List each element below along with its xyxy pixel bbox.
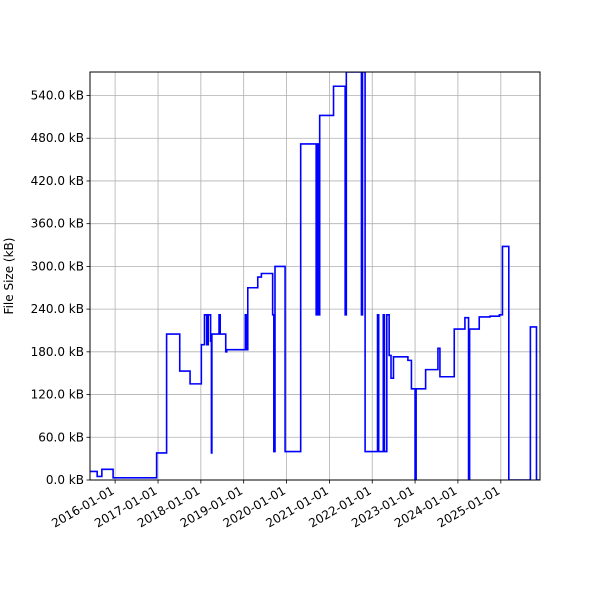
y-tick-label: 420.0 kB — [31, 174, 84, 188]
x-axis: 2016-01-012017-01-012018-01-012019-01-01… — [49, 480, 502, 530]
plot-frame — [89, 71, 541, 481]
y-tick-label: 540.0 kB — [31, 88, 84, 102]
y-tick-label: 240.0 kB — [31, 302, 84, 316]
y-tick-label: 360.0 kB — [31, 217, 84, 231]
grid — [90, 72, 540, 481]
y-axis: 0.0 kB 60.0 kB 120.0 kB 180.0 kB 240.0 kB 300… — [31, 88, 90, 487]
y-tick-label: 300.0 kB — [31, 259, 84, 273]
y-tick-label: 60.0 kB — [38, 430, 84, 444]
series-layer — [90, 72, 540, 480]
series-line — [90, 72, 540, 480]
y-tick-label: 180.0 kB — [31, 345, 84, 359]
y-axis-label: File Size (kB) — [2, 238, 16, 315]
y-tick-label: 0.0 kB — [46, 473, 84, 487]
y-tick-label: 120.0 kB — [31, 388, 84, 402]
y-tick-label: 480.0 kB — [31, 131, 84, 145]
